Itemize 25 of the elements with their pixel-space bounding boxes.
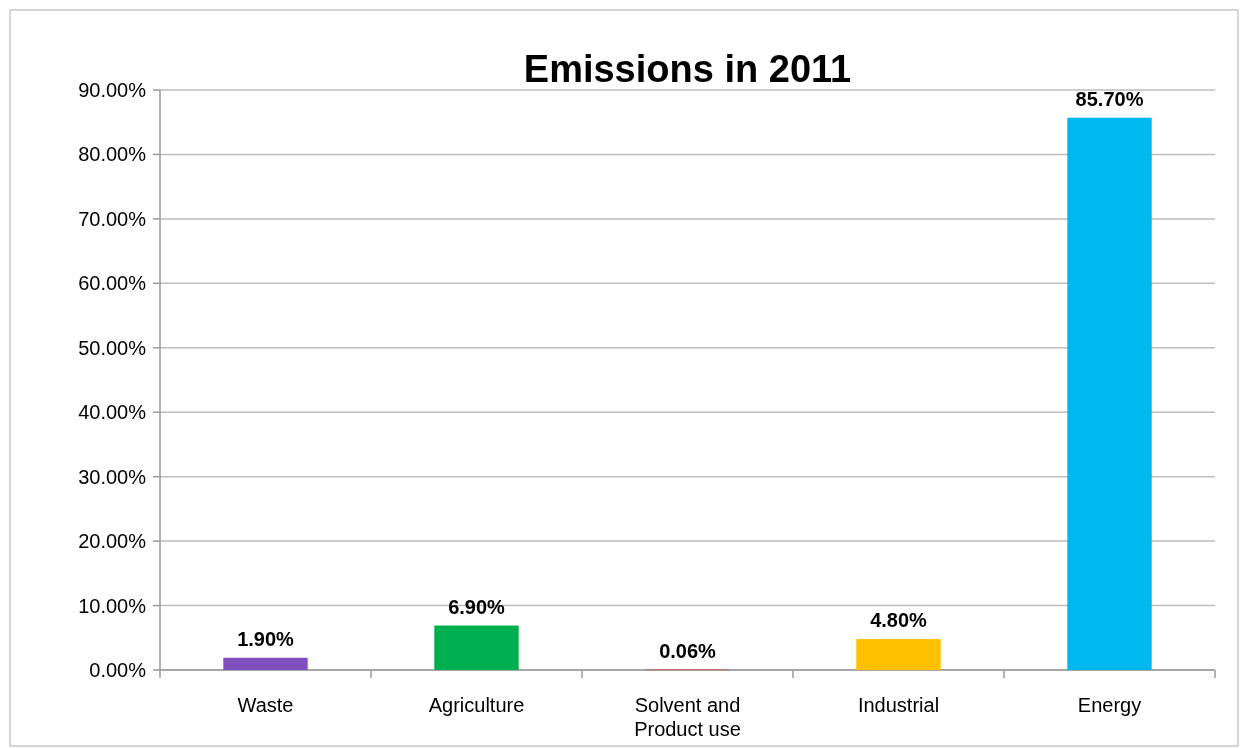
bar — [856, 639, 941, 670]
x-tick-label: Energy — [1077, 694, 1142, 716]
y-tick-label: 60.00% — [78, 272, 147, 295]
bar — [434, 625, 519, 670]
y-tick-label: 40.00% — [78, 401, 147, 424]
chart-title: Emissions in 2011 — [523, 48, 852, 90]
data-label: 6.90% — [448, 595, 506, 618]
y-tick-label: 30.00% — [78, 465, 147, 488]
y-tick-label: 0.00% — [89, 659, 147, 681]
x-tick-label: Industrial — [857, 694, 940, 716]
x-tick-label: Solvent and Product use — [634, 694, 741, 740]
bar — [223, 657, 308, 670]
data-label: 85.70% — [1075, 87, 1144, 110]
y-tick-label: 20.00% — [78, 530, 147, 553]
data-label: 0.06% — [659, 639, 717, 662]
y-tick-label: 50.00% — [78, 336, 147, 359]
y-tick-label: 90.00% — [78, 79, 147, 101]
y-tick-label: 80.00% — [78, 143, 147, 166]
data-label: 1.90% — [237, 627, 295, 650]
data-label: 4.80% — [870, 609, 928, 632]
y-tick-label: 70.00% — [78, 207, 147, 230]
x-tick-label: Waste — [237, 694, 294, 716]
x-tick-label: Agriculture — [428, 694, 525, 716]
bar — [1067, 117, 1152, 670]
y-tick-label: 10.00% — [78, 594, 147, 617]
